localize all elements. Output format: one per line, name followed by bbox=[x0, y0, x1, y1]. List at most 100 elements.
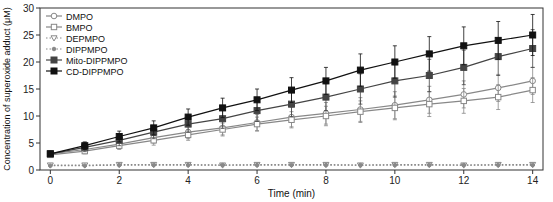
data-point bbox=[357, 86, 363, 92]
data-point bbox=[426, 162, 432, 167]
legend-label: DIPPMPO bbox=[66, 45, 108, 55]
y-tick bbox=[36, 62, 40, 63]
y-tick-label: 5 bbox=[28, 138, 34, 149]
legend-label: Mito-DIPPMPO bbox=[66, 56, 128, 66]
y-tick-label: 30 bbox=[23, 3, 35, 14]
data-point bbox=[82, 143, 88, 149]
series bbox=[47, 30, 535, 157]
data-point bbox=[220, 163, 226, 168]
chart: 02468101214051015202530Time (min)Concent… bbox=[0, 0, 553, 202]
data-point bbox=[323, 162, 329, 167]
error-bar bbox=[83, 142, 87, 150]
error-bar bbox=[462, 27, 466, 65]
series-line bbox=[50, 35, 532, 154]
data-point bbox=[290, 163, 294, 167]
x-tick bbox=[188, 170, 189, 174]
data-point bbox=[461, 43, 467, 49]
data-point bbox=[116, 162, 122, 167]
series-line bbox=[50, 49, 532, 154]
error-bar bbox=[152, 121, 156, 135]
error-bar bbox=[48, 152, 52, 156]
data-point bbox=[392, 78, 398, 84]
legend-marker bbox=[51, 57, 57, 63]
error-bar bbox=[324, 67, 328, 94]
data-point bbox=[393, 163, 397, 167]
x-tick-label: 14 bbox=[527, 175, 539, 186]
series-line bbox=[50, 81, 532, 154]
data-point bbox=[116, 134, 122, 140]
y-tick bbox=[36, 89, 40, 90]
y-tick-label: 20 bbox=[23, 57, 35, 68]
data-point bbox=[461, 98, 466, 103]
y-tick-label: 25 bbox=[23, 30, 35, 41]
data-point bbox=[462, 163, 466, 167]
data-point bbox=[495, 37, 501, 43]
data-point bbox=[530, 162, 536, 167]
y-tick-label: 0 bbox=[28, 165, 34, 176]
error-bar bbox=[83, 143, 87, 152]
error-bar bbox=[48, 152, 52, 156]
data-point bbox=[254, 97, 260, 103]
x-tick-label: 8 bbox=[323, 175, 329, 186]
x-tick-label: 12 bbox=[458, 175, 470, 186]
legend-marker bbox=[52, 47, 56, 51]
legend: DMPOBMPODEPMPODIPPMPOMito-DIPPMPOCD-DIPP… bbox=[46, 12, 128, 77]
y-tick-label: 10 bbox=[23, 111, 35, 122]
data-point bbox=[47, 163, 53, 168]
legend-item: DEPMPO bbox=[46, 34, 105, 44]
data-point bbox=[392, 162, 398, 167]
data-point bbox=[83, 164, 87, 168]
axes: 02468101214051015202530 bbox=[23, 3, 539, 187]
data-point bbox=[152, 163, 156, 167]
x-tick bbox=[463, 170, 464, 174]
error-bar bbox=[186, 109, 190, 125]
error-bar bbox=[531, 78, 535, 103]
data-point bbox=[392, 59, 398, 65]
error-bar bbox=[496, 22, 500, 60]
error-bar bbox=[496, 85, 500, 110]
data-point bbox=[289, 117, 294, 122]
legend-marker bbox=[51, 24, 56, 29]
y-tick bbox=[36, 143, 40, 144]
series bbox=[47, 162, 535, 168]
x-tick bbox=[394, 170, 395, 174]
plot-frame bbox=[40, 8, 543, 170]
error-bar bbox=[393, 96, 397, 120]
legend-item: Mito-DIPPMPO bbox=[46, 56, 128, 66]
data-point bbox=[48, 151, 54, 157]
y-tick bbox=[36, 116, 40, 117]
data-point bbox=[426, 73, 432, 79]
legend-marker bbox=[51, 13, 57, 19]
y-tick bbox=[36, 170, 40, 171]
data-point bbox=[254, 121, 259, 126]
data-point bbox=[392, 105, 397, 110]
x-tick-label: 10 bbox=[389, 175, 401, 186]
legend-label: CD-DIPPMPO bbox=[66, 67, 124, 77]
legend-item: CD-DIPPMPO bbox=[46, 67, 124, 77]
error-bar bbox=[117, 131, 121, 142]
data-point bbox=[255, 163, 259, 167]
data-point bbox=[359, 163, 363, 167]
data-point bbox=[496, 94, 501, 99]
error-bar bbox=[531, 14, 535, 55]
data-point bbox=[530, 87, 535, 92]
data-point bbox=[49, 164, 53, 168]
error-bar bbox=[393, 46, 397, 78]
legend-marker bbox=[51, 68, 57, 74]
x-tick-label: 0 bbox=[48, 175, 54, 186]
data-point bbox=[47, 151, 53, 157]
data-point bbox=[289, 162, 295, 167]
data-point bbox=[185, 162, 191, 167]
y-axis-label: Concentration of superoxide adduct (μM) bbox=[2, 7, 12, 170]
legend-item: BMPO bbox=[46, 23, 93, 33]
data-point bbox=[82, 163, 88, 168]
error-bar bbox=[427, 37, 431, 72]
legend-label: DEPMPO bbox=[66, 34, 105, 44]
x-tick bbox=[532, 170, 533, 174]
series bbox=[48, 78, 536, 158]
data-point bbox=[428, 163, 432, 167]
data-point bbox=[220, 105, 226, 111]
y-tick-label: 15 bbox=[23, 84, 35, 95]
plot-area bbox=[47, 14, 535, 168]
data-point bbox=[496, 163, 500, 167]
